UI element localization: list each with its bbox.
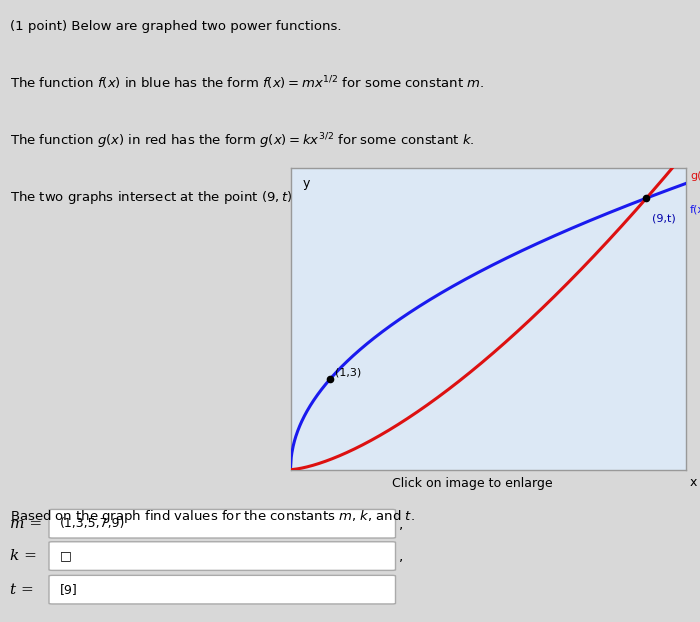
Text: y: y xyxy=(302,177,309,190)
Text: The function $g(x)$ in red has the form $g(x) = kx^{3/2}$ for some constant $k$.: The function $g(x)$ in red has the form … xyxy=(10,132,475,152)
Text: (1,3): (1,3) xyxy=(335,368,361,378)
FancyBboxPatch shape xyxy=(49,509,395,538)
Text: x: x xyxy=(690,476,697,489)
Text: m =: m = xyxy=(10,517,43,531)
Text: (9,t): (9,t) xyxy=(652,213,676,223)
Text: The two graphs intersect at the point $(9, t)$ marked on the graph, for some con: The two graphs intersect at the point $(… xyxy=(10,189,580,206)
Text: g(x): g(x) xyxy=(690,171,700,181)
Text: Click on image to enlarge: Click on image to enlarge xyxy=(392,477,553,490)
FancyBboxPatch shape xyxy=(49,575,395,604)
Text: k =: k = xyxy=(10,549,37,563)
Text: (1 point) Below are graphed two power functions.: (1 point) Below are graphed two power fu… xyxy=(10,20,342,33)
Text: Based on the graph find values for the constants $m$, $k$, and $t$.: Based on the graph find values for the c… xyxy=(10,508,415,524)
Text: □: □ xyxy=(60,550,71,562)
Text: ,: , xyxy=(399,517,403,531)
Text: [9]: [9] xyxy=(60,583,77,596)
Text: t =: t = xyxy=(10,583,34,596)
FancyBboxPatch shape xyxy=(49,542,395,570)
Text: (1,3,5,7,9): (1,3,5,7,9) xyxy=(60,518,125,530)
Text: The function $f(x)$ in blue has the form $f(x) = mx^{1/2}$ for some constant $m$: The function $f(x)$ in blue has the form… xyxy=(10,75,484,92)
Text: f(x): f(x) xyxy=(690,204,700,214)
Text: ,: , xyxy=(399,549,403,563)
